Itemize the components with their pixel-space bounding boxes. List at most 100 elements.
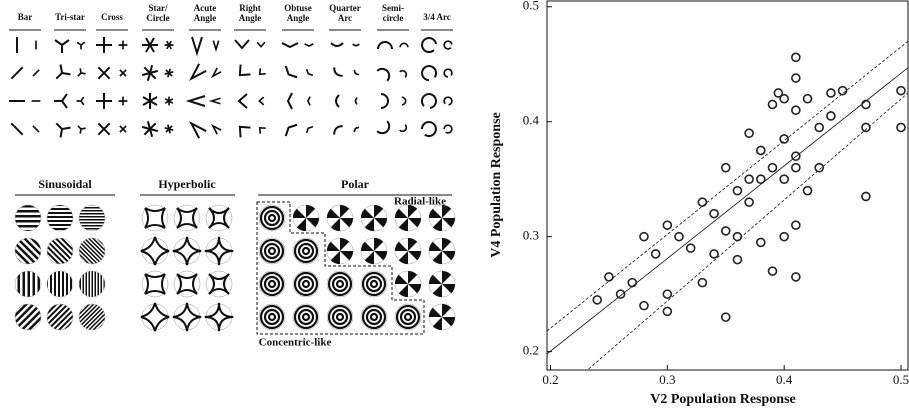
data-point <box>780 175 788 183</box>
column-label: 3/4 Arc <box>423 12 451 22</box>
shape-icon <box>305 125 313 133</box>
polar-grating <box>293 238 319 264</box>
data-point <box>675 233 683 241</box>
data-point <box>768 267 776 275</box>
polar-grating <box>259 304 285 330</box>
shape-icon <box>400 125 408 133</box>
data-point <box>605 273 613 281</box>
shape-icon <box>188 120 206 138</box>
sinusoidal-grating <box>15 271 41 297</box>
data-point <box>745 198 753 206</box>
polar-grating <box>361 271 387 297</box>
data-point <box>640 302 648 310</box>
data-point <box>792 74 800 82</box>
data-point <box>804 95 812 103</box>
shape-icon <box>257 42 265 46</box>
shape-icon <box>239 94 247 108</box>
fit-line <box>562 93 908 392</box>
data-point <box>698 279 706 287</box>
shape-icon <box>96 93 112 109</box>
column-label: Acute <box>194 3 217 13</box>
polar-grating <box>395 304 421 330</box>
column-label: Circle <box>146 13 169 23</box>
data-point <box>780 135 788 143</box>
fit-line <box>547 68 908 354</box>
sinusoidal-grating <box>47 304 73 330</box>
shape-icon <box>443 124 454 135</box>
shape-icon <box>75 123 86 134</box>
shape-icon <box>192 37 202 53</box>
data-point <box>792 221 800 229</box>
data-point <box>745 175 753 183</box>
data-point <box>710 250 718 258</box>
sinusoidal-grating <box>79 304 105 330</box>
shape-icon <box>93 62 116 85</box>
data-point <box>804 187 812 195</box>
shape-icon <box>93 118 116 141</box>
data-point <box>722 313 730 321</box>
data-point <box>792 273 800 281</box>
shape-icon <box>402 97 406 105</box>
data-point <box>780 95 788 103</box>
column-label: Quarter <box>329 3 361 13</box>
column-label: Bar <box>18 12 33 22</box>
column-label: Semi- <box>382 3 404 13</box>
shape-icon <box>33 126 39 132</box>
shape-icon <box>77 97 84 105</box>
data-point <box>768 164 776 172</box>
data-point <box>827 89 835 97</box>
shape-icon <box>235 65 251 81</box>
polar-grating <box>327 271 353 297</box>
data-point <box>827 112 835 120</box>
shape-icon <box>165 41 174 49</box>
polar-grating <box>259 238 285 264</box>
shape-icon <box>235 122 251 138</box>
sinusoidal-grating <box>79 205 105 231</box>
shape-icon <box>283 122 297 136</box>
polar-grating <box>361 304 387 330</box>
section-title: Polar <box>341 177 370 191</box>
plot-frame <box>547 1 908 370</box>
shape-icon <box>378 42 392 49</box>
column-label: Arc <box>338 13 352 23</box>
sinusoidal-grating <box>15 304 41 330</box>
polar-grating <box>293 271 319 297</box>
x-tick-label: 0.5 <box>893 372 909 387</box>
data-point <box>897 87 905 95</box>
hyperbolic-grating <box>174 238 200 264</box>
sinusoidal-grating <box>15 238 41 264</box>
shape-icon <box>400 69 408 77</box>
data-point <box>687 244 695 252</box>
shape-icon <box>163 123 175 135</box>
data-point <box>733 233 741 241</box>
data-point <box>640 233 648 241</box>
shape-icon <box>353 44 360 46</box>
shape-icon <box>143 93 157 109</box>
x-axis-title: V2 Population Response <box>650 392 795 407</box>
shape-icon <box>119 97 128 106</box>
data-point <box>768 100 776 108</box>
column-label: Obtuse <box>284 3 312 13</box>
hyperbolic-grating <box>142 238 168 264</box>
data-point <box>745 129 753 137</box>
section-title: Sinusoidal <box>38 177 92 191</box>
shape-icon <box>422 94 436 108</box>
data-point <box>710 210 718 218</box>
shape-icon <box>257 68 266 77</box>
shape-icon <box>51 118 70 137</box>
column-label: circle <box>383 13 404 23</box>
shape-icon <box>377 121 392 136</box>
y-tick-label: 0.4 <box>523 113 540 128</box>
column-label: Tri-star <box>55 12 85 22</box>
x-tick-label: 0.3 <box>659 372 675 387</box>
hyperbolic-grating <box>142 304 168 330</box>
shape-icon <box>235 40 249 48</box>
data-point <box>652 250 660 258</box>
data-point <box>815 123 823 131</box>
data-point <box>733 187 741 195</box>
section-title: Hyperbolic <box>158 177 216 191</box>
shape-icon <box>189 96 205 106</box>
shape-icon <box>211 124 221 134</box>
polar-grating <box>293 304 319 330</box>
sinusoidal-grating <box>47 205 73 231</box>
